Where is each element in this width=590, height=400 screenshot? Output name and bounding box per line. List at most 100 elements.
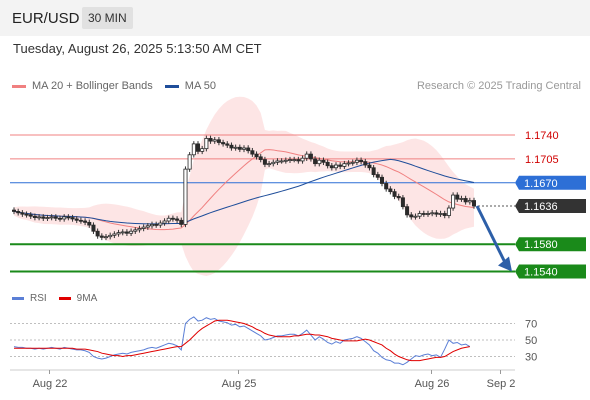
candle-body <box>108 234 113 238</box>
level-label: 1.1670 <box>524 178 558 190</box>
candle <box>300 155 305 164</box>
level-label: 1.1740 <box>525 130 559 142</box>
candle <box>104 233 109 241</box>
time-tick-label: Aug 25 <box>222 378 257 390</box>
candle <box>53 214 58 221</box>
candle-body <box>359 159 364 163</box>
candle-body <box>392 191 397 197</box>
level-label: 1.1705 <box>525 154 559 166</box>
candle-body <box>292 159 297 161</box>
candle-body <box>233 146 238 149</box>
copyright-text: Research © 2025 Trading Central <box>416 80 581 92</box>
candle-body <box>208 138 213 142</box>
level-label: 1.1540 <box>524 267 558 279</box>
candle-body <box>463 198 468 203</box>
candle <box>145 223 150 230</box>
candle <box>149 221 154 229</box>
candle <box>179 217 184 228</box>
candle <box>154 221 159 228</box>
level-labels: 1.1740 1.1705 1.1670 1.1636 1.1580 1.1540 <box>515 130 586 279</box>
candle-body <box>175 218 180 221</box>
ma9-swatch <box>58 297 71 300</box>
level-label: 1.1636 <box>524 201 558 213</box>
candle-body <box>191 143 196 156</box>
legend-rsi: RSI <box>12 293 47 304</box>
price-legend: MA 20 + Bollinger Bands MA 50 <box>12 80 228 92</box>
candle-body <box>195 143 200 152</box>
candle-body <box>442 213 447 216</box>
moving-averages <box>13 149 475 231</box>
candle-body <box>438 213 443 215</box>
candle-body <box>91 224 96 232</box>
candle <box>317 157 322 167</box>
candle <box>271 159 276 167</box>
candle-body <box>405 206 410 216</box>
candle <box>333 162 338 171</box>
candle-body <box>41 216 46 219</box>
candle <box>388 186 393 195</box>
candle-body <box>350 161 355 164</box>
candle-body <box>20 212 25 215</box>
candle-body <box>279 160 284 163</box>
forecast-arrow-head <box>498 256 512 272</box>
candle-body <box>267 163 272 166</box>
candle-body <box>11 209 16 212</box>
rsi-line <box>13 316 471 366</box>
candle <box>438 210 443 217</box>
candles <box>11 135 476 241</box>
candle-body <box>221 142 226 145</box>
level-tag-last: 1.1636 <box>515 198 586 213</box>
candle <box>233 144 238 151</box>
candle <box>463 195 468 205</box>
candle <box>417 210 422 219</box>
candle <box>451 192 456 211</box>
candle <box>400 195 405 210</box>
rsi-swatch <box>12 297 24 300</box>
candle <box>221 139 226 147</box>
candle-body <box>283 159 288 162</box>
level-tag-support: 1.1540 <box>515 264 586 279</box>
candle <box>170 215 175 222</box>
candle <box>413 213 418 220</box>
candle <box>162 218 167 226</box>
timeframe-button[interactable]: 30 MIN <box>82 7 133 29</box>
bollinger-bands <box>14 96 474 277</box>
candle <box>430 210 435 217</box>
candle <box>99 233 104 241</box>
candle <box>241 145 246 153</box>
candle-body <box>166 217 171 222</box>
candle-body <box>58 217 63 220</box>
candle <box>363 158 368 168</box>
candle <box>74 216 79 224</box>
candle-body <box>179 219 184 225</box>
candle <box>459 195 464 202</box>
candle <box>396 193 401 201</box>
candle <box>175 216 180 224</box>
level-label: 1.1580 <box>524 239 558 251</box>
candle <box>204 135 209 152</box>
candle <box>87 219 92 228</box>
candle-body <box>317 159 322 165</box>
candle-body <box>158 222 163 226</box>
candle-body <box>112 233 117 236</box>
candle <box>191 141 196 158</box>
candle-body <box>241 147 246 150</box>
candle-body <box>116 232 121 235</box>
candle-body <box>45 217 50 219</box>
candle-body <box>451 194 456 209</box>
rsi-panel: 70 50 30 <box>10 316 537 366</box>
candle <box>359 157 364 165</box>
candle-body <box>124 231 129 234</box>
candle <box>91 222 96 234</box>
candle-body <box>250 150 255 155</box>
candle-body <box>354 159 359 163</box>
candle <box>62 214 67 222</box>
candle <box>371 165 376 178</box>
legend-ma50-label: MA 50 <box>184 80 216 92</box>
candle-body <box>154 224 159 226</box>
candle-body <box>133 229 138 232</box>
candle-body <box>170 217 175 220</box>
candle <box>195 141 200 155</box>
candle-body <box>325 161 330 167</box>
candle <box>137 225 142 233</box>
